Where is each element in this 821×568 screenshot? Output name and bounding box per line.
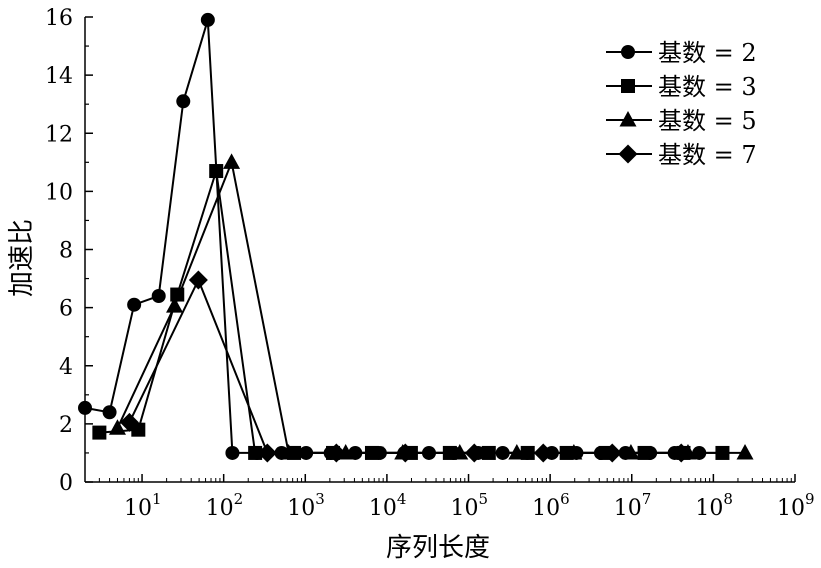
data-point-circle <box>151 289 166 303</box>
x-tick-label: 10 7 <box>614 490 652 521</box>
series-line-circle <box>84 19 700 454</box>
x-tick-label: 10 8 <box>695 490 733 521</box>
y-tick-label: 6 <box>59 297 73 322</box>
y-tick-label: 4 <box>59 355 73 380</box>
data-point-square <box>209 164 224 179</box>
data-point-triangle <box>622 443 640 460</box>
x-tick-exponent: 1 <box>152 490 162 508</box>
legend-marker-diamond <box>618 144 638 164</box>
legend-label: 基数 = 2 <box>658 39 757 67</box>
data-point-diamond <box>119 412 139 432</box>
data-point-triangle <box>508 443 526 460</box>
data-point-square <box>92 425 107 440</box>
data-point-circle <box>225 445 240 460</box>
legend-label: 基数 = 5 <box>658 107 757 135</box>
data-point-circle <box>421 445 436 460</box>
x-tick-exponent: 4 <box>397 490 407 508</box>
legend-marker-triangle <box>619 111 637 127</box>
y-tick-label: 8 <box>59 239 73 264</box>
x-tick-exponent: 3 <box>315 490 325 508</box>
x-tick-base: 10 <box>206 496 234 521</box>
data-point-circle <box>299 445 314 460</box>
data-point-diamond <box>602 443 622 463</box>
data-point-triangle <box>736 443 754 460</box>
data-point-diamond <box>464 443 484 463</box>
x-tick-base: 10 <box>777 496 805 521</box>
x-tick-label: 10 1 <box>124 490 162 521</box>
x-tick-base: 10 <box>695 496 723 521</box>
x-tick-base: 10 <box>451 496 479 521</box>
data-point-diamond <box>257 443 277 463</box>
series-line-diamond <box>128 277 682 454</box>
data-point-square <box>364 445 379 460</box>
data-point-triangle <box>108 419 126 435</box>
y-tick-label: 10 <box>45 180 73 205</box>
data-point-square <box>481 445 496 460</box>
data-point-triangle <box>280 443 298 460</box>
data-point-square <box>248 445 263 460</box>
x-tick-label: 10 9 <box>777 490 815 521</box>
data-point-diamond <box>395 443 415 463</box>
plot-markers <box>78 12 754 463</box>
legend: 基数 = 2 基数 = 3 基数 = 5 基数 = 7 <box>606 39 757 169</box>
x-tick-base: 10 <box>287 496 315 521</box>
x-tick-base: 10 <box>124 496 152 521</box>
data-point-triangle <box>565 443 583 460</box>
x-tick-label: 10 4 <box>369 490 407 521</box>
y-tick-label: 0 <box>59 471 73 496</box>
x-tick-base: 10 <box>532 496 560 521</box>
legend-marker-circle <box>621 45 635 59</box>
legend-label: 基数 = 7 <box>658 141 757 169</box>
data-point-circle <box>200 12 215 27</box>
data-point-square <box>715 445 730 460</box>
data-point-diamond <box>326 443 346 463</box>
x-tick-base: 10 <box>369 496 397 521</box>
data-point-square <box>520 445 535 460</box>
x-tick-base: 10 <box>614 496 642 521</box>
data-point-circle <box>176 94 191 109</box>
plot-lines <box>84 19 745 454</box>
x-tick-exponent: 2 <box>234 490 244 508</box>
data-point-diamond <box>533 443 553 463</box>
y-tick-label: 12 <box>45 122 73 147</box>
y-tick-label: 16 <box>45 6 73 31</box>
x-tick-exponent: 9 <box>805 490 815 508</box>
data-point-diamond <box>671 443 691 463</box>
data-point-square <box>170 287 185 302</box>
y-tick-label: 2 <box>59 413 73 438</box>
data-point-triangle <box>223 153 241 169</box>
x-tick-exponent: 8 <box>723 490 733 508</box>
data-point-diamond <box>188 270 208 290</box>
data-point-circle <box>127 297 142 312</box>
y-tick-label: 14 <box>45 64 73 89</box>
x-tick-label: 10 5 <box>451 490 489 521</box>
legend-label: 基数 = 3 <box>658 73 757 101</box>
series-line-triangle <box>116 158 745 454</box>
data-point-circle <box>692 445 707 460</box>
data-point-triangle <box>166 297 184 313</box>
data-point-circle <box>102 405 117 420</box>
y-axis-title: 加速比 <box>7 219 37 297</box>
legend-marker-square <box>621 79 635 93</box>
x-tick-label: 10 2 <box>206 490 244 521</box>
x-tick-exponent: 7 <box>642 490 652 508</box>
series-line-square <box>99 170 723 454</box>
data-point-circle <box>495 445 510 460</box>
x-tick-exponent: 5 <box>479 490 489 508</box>
x-tick-exponent: 6 <box>560 490 570 508</box>
x-tick-label: 10 6 <box>532 490 570 521</box>
data-point-square <box>637 445 652 460</box>
x-axis-title: 序列长度 <box>386 533 490 563</box>
x-tick-label: 10 3 <box>287 490 325 521</box>
data-point-triangle <box>451 443 469 460</box>
